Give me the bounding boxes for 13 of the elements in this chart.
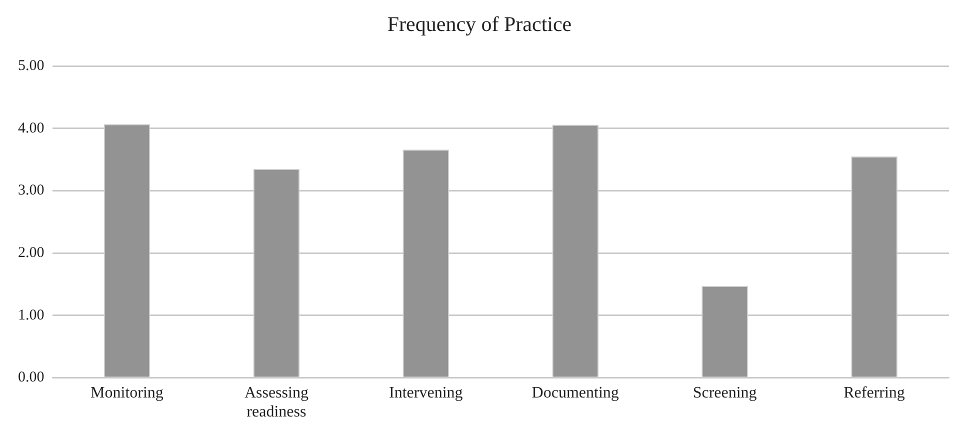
y-tick-label: 3.00 xyxy=(18,182,44,199)
y-tick-label: 2.00 xyxy=(18,244,44,261)
x-tick-label: Monitoring xyxy=(90,384,164,402)
x-tick-label: Documenting xyxy=(532,384,619,402)
y-tick-label: 1.00 xyxy=(18,307,44,324)
x-tick-label: Referring xyxy=(844,384,905,402)
x-tick-label: Screening xyxy=(692,384,757,402)
y-tick-label: 4.00 xyxy=(18,120,44,136)
x-tick-label: Assessing readiness xyxy=(244,384,308,421)
y-tick-label: 0.00 xyxy=(18,370,44,386)
chart-title: Frequency of Practice xyxy=(387,12,572,36)
y-tick-label: 5.00 xyxy=(18,58,44,74)
x-tick-label: Intervening xyxy=(389,384,463,402)
